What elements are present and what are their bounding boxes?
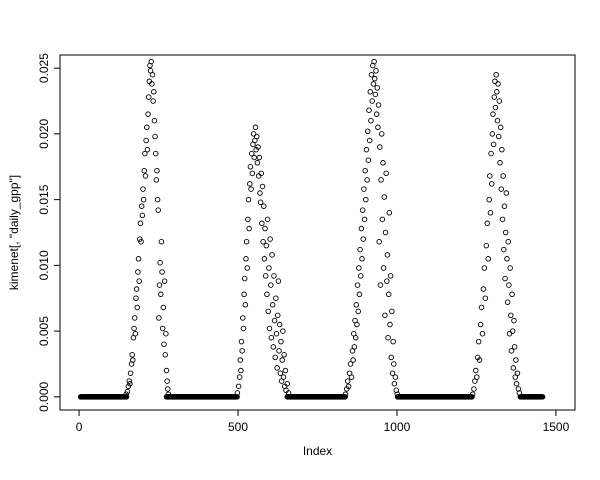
plot-box [59, 54, 576, 411]
y-axis: 0.000 0.005 0.010 0.015 0.020 0.025 [37, 53, 60, 412]
x-axis-title: Index [303, 444, 332, 458]
data-points [77, 58, 546, 400]
y-tick-label: 0.005 [37, 316, 51, 346]
x-tick-label: 0 [76, 420, 83, 434]
x-tick-label: 1000 [384, 420, 411, 434]
y-axis-title: kimenet[, "daily_gpp"] [7, 175, 21, 290]
x-tick-label: 1500 [543, 420, 570, 434]
x-tick-label: 500 [228, 420, 248, 434]
y-tick-label: 0.015 [37, 184, 51, 214]
y-tick-label: 0.025 [37, 53, 51, 83]
y-tick-label: 0.020 [37, 119, 51, 149]
y-tick-label: 0.000 [37, 382, 51, 412]
x-axis: 0 500 1000 1500 [76, 410, 570, 434]
y-tick-label: 0.010 [37, 250, 51, 280]
